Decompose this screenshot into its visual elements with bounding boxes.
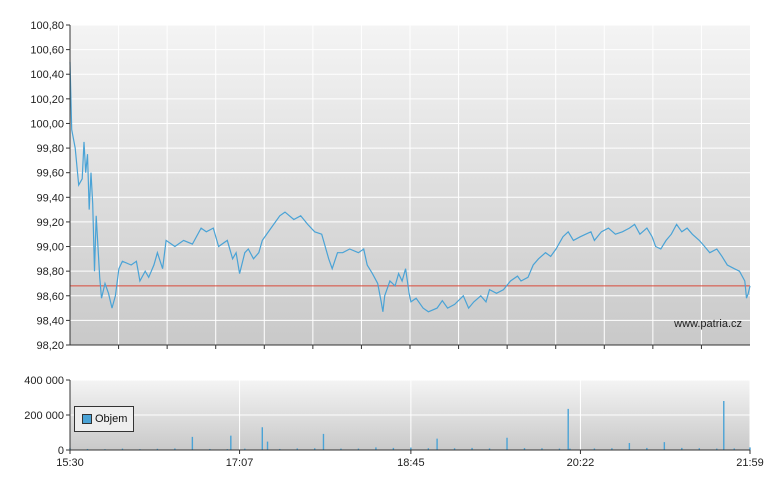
x-tick-label: 21:59 <box>736 457 764 469</box>
x-tick-label: 15:30 <box>56 457 84 469</box>
watermark: www.patria.cz <box>673 318 742 330</box>
price-y-tick-label: 99,20 <box>36 217 64 229</box>
price-y-tick-label: 100,80 <box>30 20 64 32</box>
legend-label: Objem <box>95 413 128 425</box>
price-y-tick-label: 98,40 <box>36 315 64 327</box>
volume-y-tick-label: 200 000 <box>24 410 64 422</box>
volume-y-tick-label: 0 <box>58 445 64 457</box>
volume-y-axis: 400 000 200 000 0 <box>24 375 70 457</box>
price-y-tick-label: 100,20 <box>30 94 64 106</box>
x-tick-label: 17:07 <box>226 457 254 469</box>
price-y-tick-label: 100,00 <box>30 118 64 130</box>
price-y-tick-label: 99,40 <box>36 192 64 204</box>
x-axis: 15:30 17:07 18:45 20:22 21:59 <box>56 450 764 469</box>
x-tick-label: 18:45 <box>397 457 425 469</box>
price-y-tick-label: 100,60 <box>30 45 64 57</box>
price-y-tick-label: 99,80 <box>36 143 64 155</box>
price-series-line <box>69 61 751 313</box>
volume-legend: Objem <box>74 406 134 432</box>
price-y-tick-label: 100,40 <box>30 69 64 81</box>
price-y-tick-label: 99,00 <box>36 242 64 254</box>
legend-swatch-icon <box>82 414 92 424</box>
x-tick-label: 20:22 <box>567 457 595 469</box>
price-y-axis: 100,80 100,60 100,40 100,20 100,00 99,80 99,60… <box>30 20 70 352</box>
price-y-tick-label: 98,20 <box>36 340 64 352</box>
volume-y-tick-label: 400 000 <box>24 375 64 387</box>
price-y-tick-label: 99,60 <box>36 168 64 180</box>
price-y-tick-label: 98,60 <box>36 291 64 303</box>
price-y-tick-label: 98,80 <box>36 266 64 278</box>
